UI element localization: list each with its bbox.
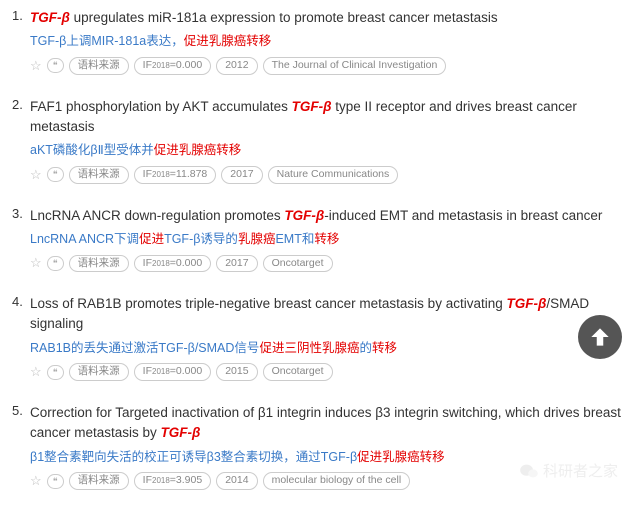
entry-number: 4. [12,294,23,309]
entry-title[interactable]: LncRNA ANCR down-regulation promotes TGF… [30,206,628,226]
source-pill[interactable]: 语料来源 [69,363,129,381]
result-entry: 4. Loss of RAB1B promotes triple-negativ… [30,294,628,381]
impact-factor-pill: IF2018=0.000 [134,57,212,75]
result-entry: 2. FAF1 phosphorylation by AKT accumulat… [30,97,628,184]
watermark-text: 科研者之家 [543,460,618,481]
impact-factor-pill: IF2018=0.000 [134,255,212,273]
scroll-top-button[interactable] [578,315,622,359]
source-pill[interactable]: 语料来源 [69,255,129,273]
source-pill[interactable]: 语料来源 [69,166,129,184]
year-pill: 2012 [216,57,257,75]
cite-icon[interactable]: ❝ [47,365,64,380]
entry-translation: TGF-β上调MIR-181a表达，促进乳腺癌转移 [30,32,628,51]
impact-factor-pill: IF2018=3.905 [134,472,212,490]
year-pill: 2015 [216,363,257,381]
journal-pill[interactable]: Oncotarget [263,363,333,381]
cite-icon[interactable]: ❝ [47,58,64,73]
entry-title[interactable]: FAF1 phosphorylation by AKT accumulates … [30,97,628,138]
entry-meta: ☆ ❝ 语料来源 IF2018=0.000 2012 The Journal o… [30,57,628,75]
entry-translation: aKT磷酸化βⅡ型受体并促进乳腺癌转移 [30,141,628,160]
cite-icon[interactable]: ❝ [47,167,64,182]
favorite-icon[interactable]: ☆ [30,364,42,380]
year-pill: 2017 [216,255,257,273]
entry-meta: ☆ ❝ 语料来源 IF2018=0.000 2015 Oncotarget [30,363,628,381]
cite-icon[interactable]: ❝ [47,256,64,271]
year-pill: 2014 [216,472,257,490]
entry-title[interactable]: Correction for Targeted inactivation of … [30,403,628,444]
journal-pill[interactable]: molecular biology of the cell [263,472,411,490]
year-pill: 2017 [221,166,262,184]
source-pill[interactable]: 语料来源 [69,57,129,75]
source-pill[interactable]: 语料来源 [69,472,129,490]
watermark: 科研者之家 [519,460,618,481]
journal-pill[interactable]: Nature Communications [268,166,399,184]
impact-factor-pill: IF2018=0.000 [134,363,212,381]
favorite-icon[interactable]: ☆ [30,167,42,183]
entry-title[interactable]: TGF-β upregulates miR-181a expression to… [30,8,628,28]
entry-number: 1. [12,8,23,23]
favorite-icon[interactable]: ☆ [30,473,42,489]
journal-pill[interactable]: The Journal of Clinical Investigation [263,57,447,75]
result-entry: 1. TGF-β upregulates miR-181a expression… [30,8,628,75]
entry-meta: ☆ ❝ 语料来源 IF2018=11.878 2017 Nature Commu… [30,166,628,184]
entry-translation: RAB1B的丢失通过激活TGF-β/SMAD信号促进三阴性乳腺癌的转移 [30,339,628,358]
entry-number: 2. [12,97,23,112]
entry-meta: ☆ ❝ 语料来源 IF2018=0.000 2017 Oncotarget [30,255,628,273]
impact-factor-pill: IF2018=11.878 [134,166,217,184]
favorite-icon[interactable]: ☆ [30,58,42,74]
entry-title[interactable]: Loss of RAB1B promotes triple-negative b… [30,294,628,335]
cite-icon[interactable]: ❝ [47,474,64,489]
wechat-icon [519,463,539,479]
result-entry: 3. LncRNA ANCR down-regulation promotes … [30,206,628,273]
entry-number: 3. [12,206,23,221]
entry-translation: LncRNA ANCR下调促进TGF-β诱导的乳腺癌EMT和转移 [30,230,628,249]
favorite-icon[interactable]: ☆ [30,255,42,271]
journal-pill[interactable]: Oncotarget [263,255,333,273]
entry-number: 5. [12,403,23,418]
